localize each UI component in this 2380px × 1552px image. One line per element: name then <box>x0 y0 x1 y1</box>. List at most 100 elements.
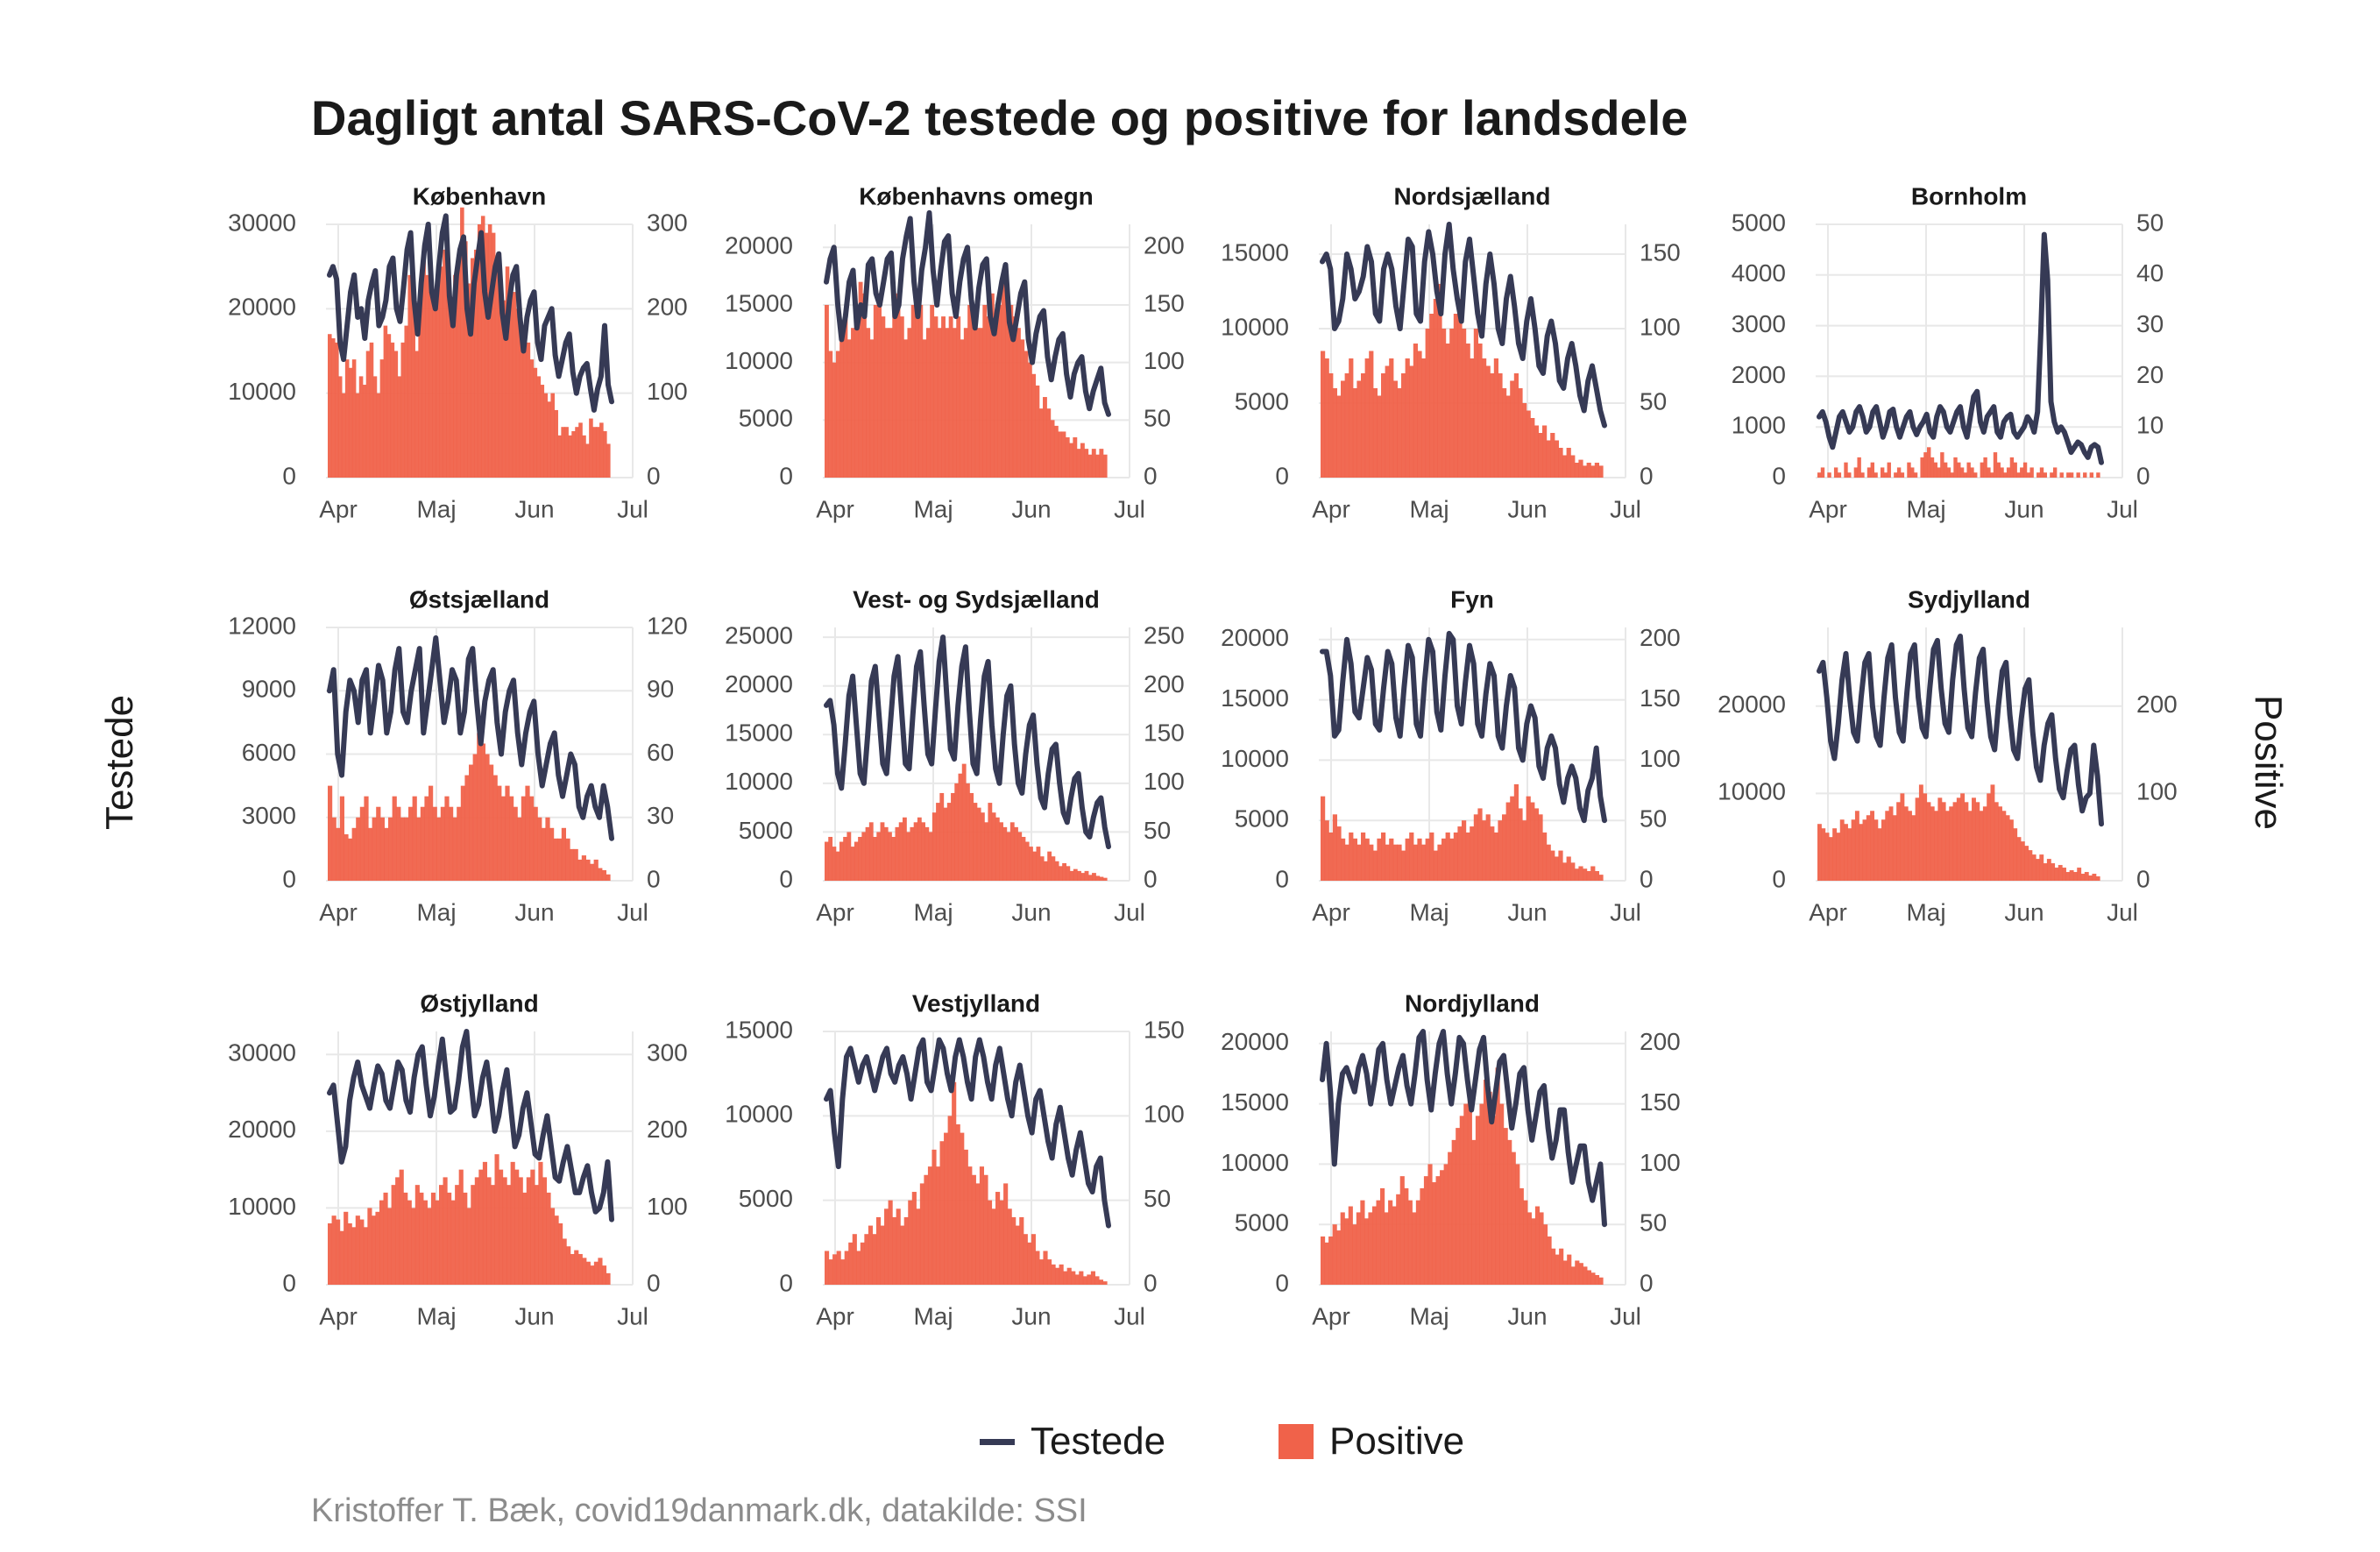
positive-bar <box>1324 358 1329 478</box>
positive-bar <box>2069 472 2074 478</box>
positive-bar <box>1465 344 1470 478</box>
positive-bar <box>1071 1271 1076 1285</box>
positive-bar <box>1361 832 1366 881</box>
positive-bar <box>1475 1116 1481 1285</box>
tested-line <box>327 1029 614 1222</box>
positive-bar <box>931 1149 937 1285</box>
positive-bar <box>355 393 360 478</box>
positive-bar <box>446 274 450 478</box>
positive-bar <box>975 1183 981 1285</box>
positive-bar <box>1534 808 1539 881</box>
positive-bar <box>344 1211 349 1285</box>
positive-bar <box>2089 472 2094 478</box>
positive-bar <box>1341 838 1346 881</box>
positive-bar <box>1102 877 1108 881</box>
positive-bar <box>1344 1218 1349 1285</box>
positive-bar <box>1069 443 1073 478</box>
positive-bar <box>1369 351 1374 478</box>
positive-bar <box>860 1242 865 1285</box>
positive-bar <box>379 1200 385 1285</box>
positive-bar <box>545 817 550 881</box>
positive-bar <box>1547 1236 1552 1285</box>
positive-bar <box>2058 865 2063 881</box>
positive-bar <box>425 274 429 478</box>
positive-bar <box>1376 1200 1381 1285</box>
positive-bar <box>1558 850 1563 881</box>
positive-bar <box>1937 467 1941 478</box>
positive-bar <box>1578 866 1583 881</box>
positive-bar <box>930 304 935 478</box>
left-tick-label: 5000 <box>1732 209 1786 236</box>
positive-bar <box>557 435 562 478</box>
positive-bar <box>2024 846 2029 881</box>
positive-bar <box>2077 868 2082 881</box>
positive-bar <box>1888 806 1894 881</box>
positive-bar <box>892 304 897 478</box>
positive-bar <box>1510 796 1515 881</box>
positive-bar <box>1515 1164 1520 1285</box>
right-tick-label: 100 <box>1144 1101 1185 1128</box>
left-tick-label: 2000 <box>1732 361 1786 388</box>
y-axis-right-label: Positive <box>2247 694 2290 831</box>
panel-københavns-omegn: Københavns omegn 0 5000 10000 15000 20000 0 50 1… <box>725 182 1185 522</box>
tested-line <box>1320 1029 1607 1228</box>
positive-bar <box>875 1216 882 1285</box>
left-tick-label: 10000 <box>725 347 793 374</box>
positive-bar <box>1456 1128 1461 1285</box>
positive-bar <box>1578 459 1583 478</box>
positive-bar <box>1021 836 1026 881</box>
positive-bar <box>2003 472 2008 478</box>
right-tick-label: 200 <box>2136 691 2178 718</box>
positive-bar <box>1090 1271 1095 1285</box>
positive-bar <box>1894 472 1898 478</box>
positive-bar <box>2013 828 2018 881</box>
positive-bar <box>1002 826 1008 881</box>
positive-bar <box>1534 425 1539 478</box>
positive-bar <box>1352 388 1357 478</box>
positive-bar <box>984 822 989 881</box>
positive-bar <box>1415 1200 1420 1285</box>
positive-bar <box>1562 862 1568 881</box>
positive-bar <box>1328 832 1334 881</box>
positive-bar <box>460 785 465 881</box>
x-tick-label: Apr <box>319 495 358 522</box>
positive-bar <box>336 827 341 881</box>
positive-bar <box>1941 802 1946 881</box>
positive-bar <box>450 308 454 478</box>
right-tick-label: 50 <box>1640 1209 1667 1237</box>
positive-bar <box>1866 815 1871 881</box>
positive-bar <box>869 339 875 478</box>
positive-bar <box>1555 1254 1560 1285</box>
positive-bar <box>846 832 852 881</box>
positive-bar <box>494 258 499 478</box>
positive-bar <box>1463 1103 1469 1285</box>
positive-bar <box>861 293 867 478</box>
positive-bar <box>1490 373 1495 478</box>
left-tick-label: 10000 <box>1221 745 1289 772</box>
positive-bar <box>422 1200 428 1285</box>
positive-bar <box>1015 1225 1020 1285</box>
positive-bar <box>1407 1200 1413 1285</box>
right-tick-label: 0 <box>1144 1269 1158 1296</box>
positive-bar <box>1473 329 1478 478</box>
positive-bar <box>1017 832 1023 881</box>
positive-bar <box>341 393 346 478</box>
positive-bar <box>534 1185 539 1285</box>
positive-bar <box>1462 820 1467 881</box>
x-tick-label: Jul <box>1114 495 1145 522</box>
positive-bar <box>601 869 606 881</box>
positive-bar <box>967 304 973 478</box>
positive-bar <box>1389 358 1394 478</box>
positive-bar <box>1099 876 1104 881</box>
positive-bar <box>522 334 528 478</box>
positive-bar <box>963 328 968 478</box>
positive-bar <box>478 1169 484 1285</box>
positive-bar <box>424 796 429 881</box>
positive-bar <box>2016 472 2021 478</box>
positive-bar <box>2062 868 2066 881</box>
positive-bar <box>1344 844 1349 881</box>
positive-bar <box>1998 806 2002 881</box>
positive-bar <box>1036 847 1041 881</box>
positive-bar <box>979 1166 985 1285</box>
positive-bar <box>828 836 833 881</box>
